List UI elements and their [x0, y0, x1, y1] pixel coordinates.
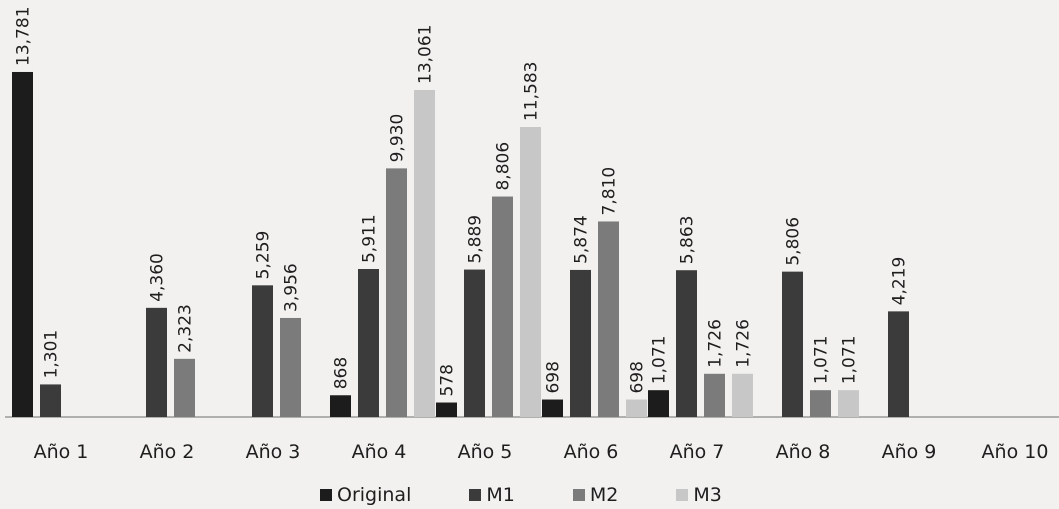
x-tick-label-8: Año 8 [776, 441, 831, 463]
legend-item-m1: M1 [469, 484, 515, 506]
bar-m1-4 [358, 269, 379, 417]
bar-original-6 [542, 399, 563, 417]
data-label-m1-8: 5,806 [784, 217, 804, 266]
data-label-m1-9: 4,219 [890, 257, 910, 306]
data-label-original-5: 578 [438, 364, 458, 396]
bar-m2-7 [704, 373, 725, 417]
bar-original-7 [648, 390, 669, 417]
bar-m3-7 [732, 373, 753, 417]
data-label-m2-4: 9,930 [388, 114, 408, 163]
data-label-m1-4: 5,911 [360, 214, 380, 263]
data-label-original-7: 1,071 [650, 336, 670, 385]
data-label-original-4: 868 [332, 357, 352, 389]
bar-original-5 [436, 402, 457, 417]
bar-m1-6 [570, 269, 591, 417]
bar-m2-4 [386, 168, 407, 417]
x-tick-label-10: Año 10 [982, 441, 1049, 463]
bar-m1-3 [252, 285, 273, 417]
data-label-m3-4: 13,061 [416, 25, 436, 84]
data-label-m1-7: 5,863 [678, 216, 698, 265]
legend-label-m2: M2 [589, 484, 619, 506]
data-label-m2-7: 1,726 [706, 319, 726, 368]
legend-label-original: Original [337, 484, 412, 506]
bar-m2-6 [598, 221, 619, 417]
data-label-m3-8: 1,071 [840, 336, 860, 385]
bar-m3-6 [626, 399, 647, 417]
bar-m1-2 [146, 307, 167, 417]
legend-label-m1: M1 [486, 484, 515, 506]
legend-item-m2: M2 [572, 484, 619, 506]
bar-m1-8 [782, 271, 803, 417]
bar-m2-2 [174, 358, 195, 417]
data-label-m2-5: 8,806 [494, 142, 514, 191]
bar-m1-9 [888, 311, 909, 417]
data-label-m3-6: 698 [628, 361, 648, 393]
bar-m3-8 [838, 390, 859, 417]
data-label-m3-5: 11,583 [522, 62, 542, 121]
bar-original-4 [330, 395, 351, 417]
bar-m3-5 [520, 127, 541, 417]
data-label-m1-6: 5,874 [572, 215, 592, 264]
data-label-m1-1: 1,301 [42, 330, 62, 379]
data-label-m2-2: 2,323 [176, 304, 196, 353]
x-tick-label-3: Año 3 [246, 441, 301, 463]
legend-item-original: Original [320, 484, 411, 506]
bar-m1-1 [40, 384, 61, 417]
x-tick-label-7: Año 7 [670, 441, 725, 463]
x-tick-label-2: Año 2 [140, 441, 195, 463]
legend-swatch-m1 [469, 489, 482, 501]
data-label-original-6: 698 [544, 361, 564, 393]
data-label-original-1: 13,781 [14, 6, 34, 65]
x-tick-label-1: Año 1 [34, 441, 89, 463]
legend-item-m3: M3 [676, 484, 722, 506]
bar-original-1 [12, 71, 33, 417]
data-label-m2-3: 3,956 [282, 263, 302, 312]
legend-swatch-m2 [572, 489, 585, 501]
bar-m1-7 [676, 270, 697, 417]
legend-swatch-original [320, 489, 332, 501]
x-tick-label-4: Año 4 [352, 441, 407, 463]
bar-m2-8 [810, 390, 831, 417]
x-tick-label-6: Año 6 [564, 441, 619, 463]
data-label-m1-5: 5,889 [466, 215, 486, 264]
data-label-m2-8: 1,071 [812, 336, 832, 385]
legend-swatch-m3 [676, 489, 689, 501]
data-label-m2-6: 7,810 [600, 167, 620, 216]
bar-m2-3 [280, 317, 301, 417]
legend-label-m3: M3 [693, 484, 722, 506]
x-tick-label-9: Año 9 [882, 441, 937, 463]
bar-m1-5 [464, 269, 485, 417]
legend: Original M1 M2 M3 [320, 482, 780, 508]
x-tick-label-5: Año 5 [458, 441, 513, 463]
bar-m3-4 [414, 90, 435, 417]
data-label-m3-7: 1,726 [734, 319, 754, 368]
data-label-m1-3: 5,259 [254, 231, 274, 280]
bar-m2-5 [492, 196, 513, 417]
data-label-m1-2: 4,360 [148, 253, 168, 302]
